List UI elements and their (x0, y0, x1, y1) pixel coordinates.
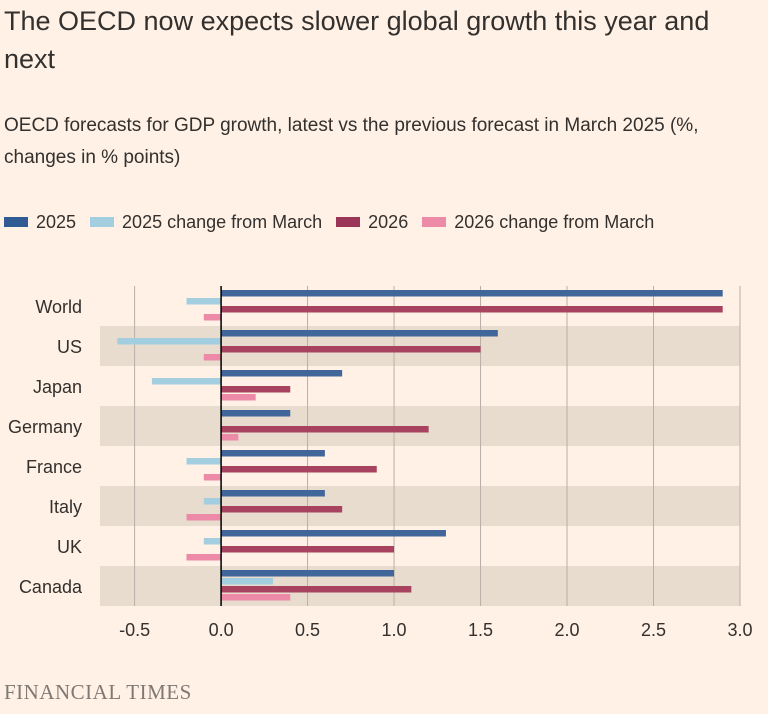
bar-japan-2026 (221, 386, 291, 393)
bar-france-2025-change (186, 458, 222, 465)
x-tick-label: 0.0 (209, 620, 234, 640)
bar-canada-2025 (221, 570, 395, 577)
category-label-uk: UK (57, 537, 82, 557)
x-tick-label: -0.5 (119, 620, 150, 640)
legend-item-2025-change: 2025 change from March (90, 208, 322, 236)
chart-title: The OECD now expects slower global growt… (4, 6, 710, 74)
bar-germany-2026-change (221, 434, 239, 441)
bar-uk-2026 (221, 546, 395, 553)
category-label-us: US (57, 337, 82, 357)
legend-label-2025-change: 2025 change from March (122, 212, 323, 232)
bar-us-2026-change (203, 354, 222, 361)
bar-us-2025-change (117, 338, 222, 345)
category-label-italy: Italy (49, 497, 82, 517)
bar-italy-2026-change (186, 514, 222, 521)
bar-france-2025 (221, 450, 325, 457)
category-label-world: World (35, 297, 82, 317)
legend-label-2026-change: 2026 change from March (454, 212, 655, 232)
bar-japan-2026-change (221, 394, 256, 401)
legend-item-2026: 2026 (336, 208, 408, 236)
x-tick-label: 0.5 (295, 620, 320, 640)
bar-us-2025 (221, 330, 498, 337)
category-label-japan: Japan (33, 377, 82, 397)
bar-italy-2025-change (203, 498, 222, 505)
bar-uk-2025 (221, 530, 446, 537)
x-tick-label: 2.0 (555, 620, 580, 640)
x-tick-label: 1.5 (468, 620, 493, 640)
bar-italy-2025 (221, 490, 325, 497)
legend-item-2026-change: 2026 change from March (422, 208, 654, 236)
bar-uk-2026-change (186, 554, 222, 561)
x-tick-label: 3.0 (727, 620, 752, 640)
bar-italy-2026 (221, 506, 343, 513)
row-band-canada (100, 566, 740, 606)
bar-world-2025 (221, 290, 723, 297)
bar-uk-2025-change (203, 538, 222, 545)
bar-world-2026-change (203, 314, 222, 321)
bar-us-2026 (221, 346, 481, 353)
bar-germany-2026 (221, 426, 429, 433)
bar-canada-2025-change (221, 578, 273, 585)
bar-france-2026-change (203, 474, 222, 481)
bar-germany-2025 (221, 410, 291, 417)
bar-chart: -0.5 0.0 0.5 1.0 1.5 2.0 2.5 3.0 World US Japan Ger… (8, 286, 753, 640)
category-label-germany: Germany (8, 417, 82, 437)
category-label-canada: Canada (19, 577, 83, 597)
bar-japan-2025 (221, 370, 343, 377)
x-tick-label: 1.0 (382, 620, 407, 640)
category-label-france: France (26, 457, 82, 477)
legend-swatch-2026-change (422, 217, 447, 227)
source-label: FINANCIAL TIMES (4, 680, 192, 704)
legend-swatch-2026 (336, 217, 361, 227)
bar-canada-2026-change (221, 594, 291, 601)
bar-world-2026 (221, 306, 723, 313)
legend: 2025 2025 change from March 2026 2026 ch… (4, 208, 654, 236)
bar-canada-2026 (221, 586, 412, 593)
legend-label-2026: 2026 (368, 212, 409, 232)
legend-label-2025: 2025 (36, 212, 77, 232)
bar-france-2026 (221, 466, 377, 473)
legend-swatch-2025-change (90, 217, 115, 227)
legend-swatch-2025 (4, 217, 28, 227)
chart-subtitle: OECD forecasts for GDP growth, latest vs… (4, 115, 699, 168)
bar-world-2025-change (186, 298, 222, 305)
bar-japan-2025-change (151, 378, 222, 385)
legend-item-2025: 2025 (4, 208, 76, 236)
x-tick-label: 2.5 (641, 620, 666, 640)
